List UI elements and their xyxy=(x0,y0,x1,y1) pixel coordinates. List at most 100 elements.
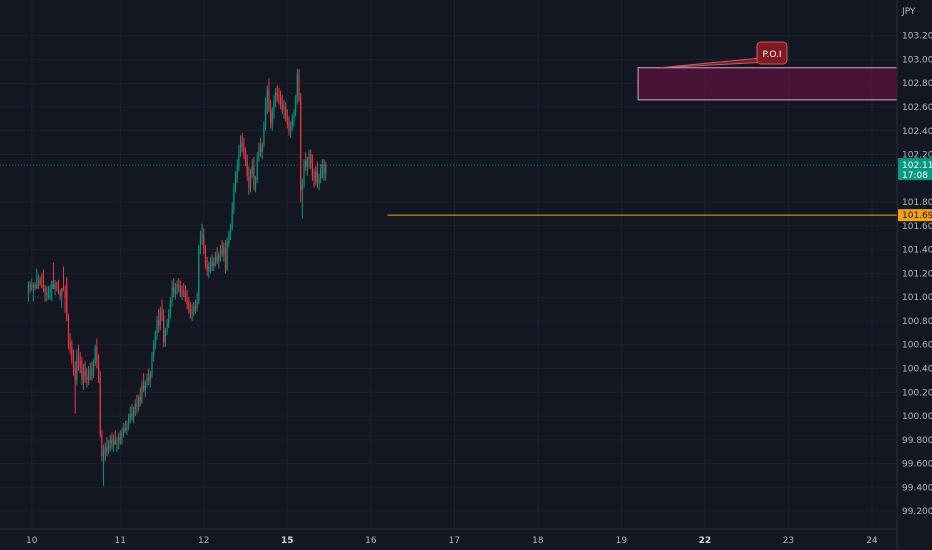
poi-callout-box[interactable] xyxy=(756,41,788,65)
y-tick-label: 102.600 xyxy=(902,103,932,113)
candle-body xyxy=(133,408,135,418)
candle-body xyxy=(27,284,29,288)
candle-body xyxy=(154,332,156,345)
candle xyxy=(171,280,173,307)
candle-body xyxy=(300,97,302,191)
candle xyxy=(87,366,90,386)
x-tick-label: 23 xyxy=(783,536,794,546)
candle-body xyxy=(66,285,68,321)
candle xyxy=(39,276,41,286)
support-price-label: 101.690 xyxy=(902,211,932,221)
candle xyxy=(136,394,138,414)
candle xyxy=(221,240,223,257)
poi-zone[interactable] xyxy=(637,67,898,101)
price-axis[interactable]: JPY 99.200 99.400 99.600 99.800 100.000 100.2… xyxy=(901,7,932,517)
candle-body xyxy=(224,247,227,269)
candle-body xyxy=(313,175,315,181)
candle xyxy=(203,228,205,255)
candle xyxy=(193,301,195,317)
time-axis[interactable]: 10 11 12 15 16 17 18 19 22 23 24 xyxy=(26,536,878,546)
candle-body xyxy=(283,106,285,110)
candle xyxy=(76,349,78,386)
candle-body xyxy=(179,287,181,295)
candle xyxy=(254,175,257,193)
candle xyxy=(89,362,91,381)
candle-body xyxy=(91,370,93,376)
candle xyxy=(156,316,158,340)
candle xyxy=(72,349,75,376)
candle xyxy=(246,154,248,181)
candle-body xyxy=(308,154,310,160)
candle-body xyxy=(209,261,212,267)
candle xyxy=(209,256,212,274)
candle xyxy=(219,244,222,262)
candle xyxy=(173,278,175,298)
candle xyxy=(104,442,106,462)
y-tick-label: 101.600 xyxy=(902,222,932,232)
candle-body xyxy=(246,161,248,176)
candle-body xyxy=(254,180,257,186)
candle xyxy=(57,279,60,295)
candle-body xyxy=(276,92,278,96)
candle-body xyxy=(114,439,116,445)
candle-body xyxy=(169,301,171,314)
candle xyxy=(179,280,181,298)
candle xyxy=(96,338,98,369)
candle xyxy=(121,427,123,445)
candle-body xyxy=(76,356,78,381)
candle-body xyxy=(188,304,190,310)
candle-body xyxy=(315,171,317,181)
candle xyxy=(226,237,228,272)
candle xyxy=(300,92,302,203)
candle-body xyxy=(89,370,91,374)
candle-body xyxy=(174,290,176,293)
candle xyxy=(81,356,83,386)
y-tick-label: 100.600 xyxy=(902,341,932,351)
candle xyxy=(198,244,200,305)
candle-body xyxy=(256,156,258,181)
candle xyxy=(44,284,46,302)
candle xyxy=(280,90,282,110)
x-tick-label: 24 xyxy=(866,536,878,546)
candle xyxy=(285,102,287,122)
candle-body xyxy=(281,104,283,110)
candle-body xyxy=(129,413,131,419)
candle-body xyxy=(270,109,272,124)
candle-body xyxy=(233,187,235,210)
candle-body xyxy=(138,397,140,407)
candle-body xyxy=(61,287,63,297)
candle xyxy=(188,297,190,314)
candle xyxy=(54,280,56,296)
x-tick-label: 18 xyxy=(532,536,544,546)
y-tick-label: 102.200 xyxy=(902,151,932,161)
y-tick-label: 102.400 xyxy=(902,127,932,137)
candle xyxy=(301,178,303,219)
candle-body xyxy=(303,161,305,186)
candle-body xyxy=(51,280,53,290)
candle xyxy=(266,85,268,115)
candle-body xyxy=(153,344,155,357)
candle xyxy=(123,423,125,438)
y-tick-label: 103.000 xyxy=(902,55,932,65)
candle xyxy=(168,309,170,329)
candle-body xyxy=(126,423,128,431)
candles-layer[interactable] xyxy=(27,68,327,487)
candle xyxy=(114,430,116,445)
candle-body xyxy=(178,285,180,288)
candle xyxy=(119,430,121,445)
y-tick-label: 99.800 xyxy=(902,436,932,446)
candle-body xyxy=(94,347,96,364)
candle-body xyxy=(293,111,295,119)
candle xyxy=(208,261,210,279)
candle-body xyxy=(291,118,293,127)
candle-body xyxy=(151,356,153,374)
candle-body xyxy=(248,175,250,188)
candle xyxy=(42,269,45,293)
candle-body xyxy=(316,171,318,184)
candle xyxy=(139,387,141,407)
candle-body xyxy=(211,261,213,267)
candle-body xyxy=(139,397,141,402)
